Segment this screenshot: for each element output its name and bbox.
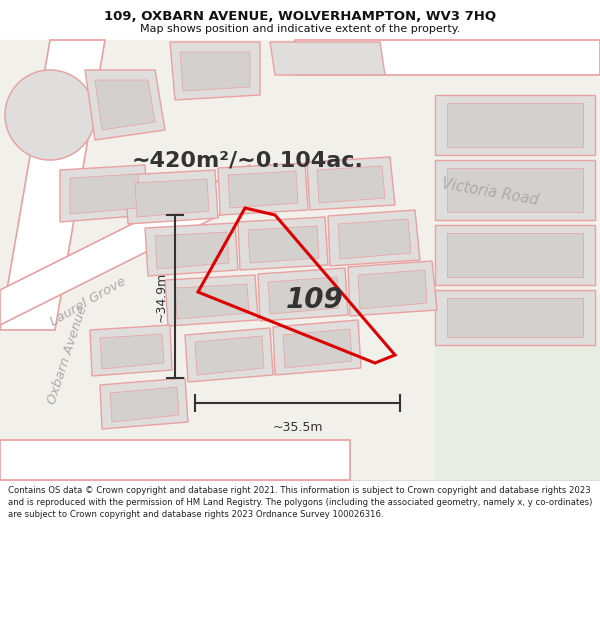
Bar (0, 0, 600, 40)
Circle shape (5, 70, 95, 160)
Polygon shape (135, 179, 209, 217)
Text: ~34.9m: ~34.9m (155, 271, 167, 322)
Text: Victoria Road: Victoria Road (440, 176, 539, 208)
Polygon shape (447, 298, 583, 337)
Polygon shape (145, 223, 238, 276)
Polygon shape (185, 328, 273, 382)
Polygon shape (270, 42, 385, 75)
Polygon shape (60, 165, 148, 222)
Polygon shape (248, 226, 319, 263)
Polygon shape (435, 95, 595, 155)
Text: Map shows position and indicative extent of the property.: Map shows position and indicative extent… (140, 24, 460, 34)
Polygon shape (0, 40, 105, 330)
Polygon shape (238, 217, 328, 270)
Text: ~35.5m: ~35.5m (272, 421, 323, 434)
Polygon shape (307, 157, 395, 210)
Bar (0, 40, 600, 480)
Polygon shape (295, 40, 600, 75)
Polygon shape (447, 233, 583, 277)
Polygon shape (180, 52, 250, 91)
Polygon shape (268, 277, 339, 314)
Polygon shape (95, 80, 155, 130)
Polygon shape (0, 165, 250, 325)
Polygon shape (110, 387, 179, 422)
Text: 109: 109 (286, 286, 344, 314)
Polygon shape (358, 270, 427, 309)
Text: Contains OS data © Crown copyright and database right 2021. This information is : Contains OS data © Crown copyright and d… (8, 486, 592, 519)
Polygon shape (85, 70, 165, 140)
Polygon shape (100, 378, 188, 429)
Polygon shape (435, 295, 600, 480)
Polygon shape (328, 210, 420, 266)
Polygon shape (170, 42, 260, 100)
Polygon shape (447, 168, 583, 212)
Polygon shape (0, 440, 350, 480)
Polygon shape (435, 225, 595, 285)
Polygon shape (218, 163, 308, 215)
Text: ~420m²/~0.104ac.: ~420m²/~0.104ac. (132, 150, 364, 170)
Polygon shape (283, 329, 352, 368)
Polygon shape (348, 261, 437, 316)
Polygon shape (447, 103, 583, 147)
Polygon shape (258, 268, 348, 321)
Polygon shape (273, 320, 361, 375)
Text: Oxbarn Avenue: Oxbarn Avenue (46, 304, 90, 406)
Polygon shape (70, 174, 140, 214)
Polygon shape (175, 284, 249, 319)
Polygon shape (165, 275, 258, 326)
Polygon shape (317, 166, 385, 203)
Polygon shape (90, 325, 172, 376)
Polygon shape (228, 171, 298, 208)
Polygon shape (125, 170, 218, 224)
Polygon shape (195, 336, 264, 375)
Text: 109, OXBARN AVENUE, WOLVERHAMPTON, WV3 7HQ: 109, OXBARN AVENUE, WOLVERHAMPTON, WV3 7… (104, 10, 496, 23)
Polygon shape (155, 232, 229, 269)
Polygon shape (338, 219, 411, 259)
Text: Laurel Grove: Laurel Grove (48, 275, 128, 329)
Polygon shape (100, 334, 164, 369)
Polygon shape (435, 290, 595, 345)
Polygon shape (435, 160, 595, 220)
Bar (0, 480, 600, 625)
